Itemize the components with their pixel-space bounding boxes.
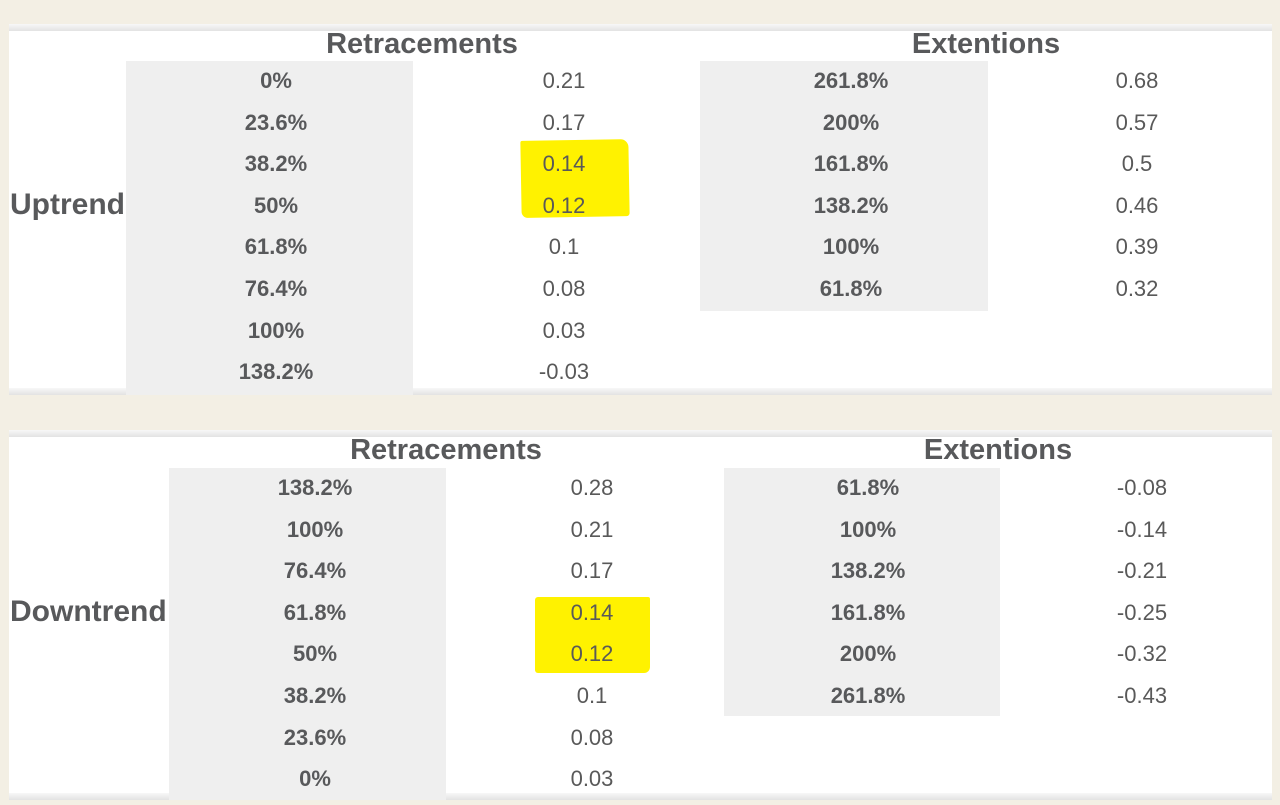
uptrend-label: Uptrend	[10, 188, 125, 221]
retracement-value-cell: 0.14	[570, 599, 614, 625]
uptrend-extension-level-column	[700, 61, 988, 311]
extension-level-cell: 100%	[822, 234, 880, 260]
retracement-level-cell: 61.8%	[244, 234, 308, 260]
retracement-value-cell: 0.17	[570, 558, 614, 584]
retracement-level-cell: 100%	[286, 516, 344, 542]
retracement-value-cell: 0.08	[542, 276, 586, 301]
retracement-value-cell: 0.03	[542, 317, 586, 343]
retracement-value-cell: 0.12	[542, 192, 586, 218]
retracement-level-cell: 38.2%	[244, 151, 308, 177]
downtrend-extensions-header: Extentions	[923, 434, 1073, 466]
extension-value-cell: 0.32	[1115, 276, 1159, 301]
retracement-level-cell: 38.2%	[283, 683, 347, 708]
extension-value-cell: -0.32	[1116, 641, 1168, 667]
extension-level-cell: 261.8%	[813, 68, 889, 93]
retracement-level-cell: 0%	[260, 68, 292, 93]
extension-level-cell: 200%	[822, 109, 880, 135]
extension-value-cell: -0.14	[1116, 516, 1168, 542]
retracement-value-cell: 0.21	[570, 516, 614, 542]
downtrend-panel: Retracements Extentions Downtrend 138.2%…	[9, 430, 1272, 800]
retracement-value-cell: 0.17	[542, 109, 586, 135]
retracement-value-cell: 0.1	[548, 234, 580, 260]
extension-value-cell: -0.43	[1116, 683, 1168, 708]
retracement-level-cell: 76.4%	[244, 276, 308, 301]
retracement-value-cell: 0.21	[542, 68, 586, 93]
retracement-value-cell: 0.14	[542, 151, 586, 177]
retracement-level-cell: 138.2%	[238, 359, 314, 385]
extension-level-cell: 200%	[839, 641, 897, 667]
retracement-level-cell: 50%	[292, 641, 338, 667]
extension-value-cell: 0.57	[1115, 109, 1159, 135]
extension-level-cell: 61.8%	[819, 276, 883, 301]
extension-level-cell: 161.8%	[830, 599, 906, 625]
retracement-value-cell: 0.08	[570, 724, 614, 750]
extension-value-cell: -0.25	[1116, 599, 1168, 625]
downtrend-highlight-marker	[535, 597, 650, 673]
retracement-level-cell: 0%	[299, 766, 331, 792]
retracement-level-cell: 23.6%	[244, 109, 308, 135]
retracement-value-cell: 0.03	[570, 766, 614, 792]
extension-value-cell: -0.21	[1116, 558, 1168, 584]
panel-top-edge	[9, 430, 1272, 437]
panel-top-edge	[9, 24, 1272, 31]
extension-value-cell: 0.68	[1115, 68, 1159, 93]
extension-level-cell: 261.8%	[830, 683, 906, 708]
retracement-level-cell: 100%	[247, 317, 305, 343]
extension-level-cell: 138.2%	[813, 192, 889, 218]
extension-value-cell: 0.46	[1115, 192, 1159, 218]
downtrend-retracements-header: Retracements	[350, 434, 542, 466]
uptrend-extensions-header: Extentions	[911, 28, 1061, 60]
downtrend-retracement-level-column	[169, 468, 446, 800]
retracement-level-cell: 61.8%	[283, 599, 347, 625]
extension-level-cell: 100%	[839, 516, 897, 542]
extension-level-cell: 61.8%	[836, 475, 900, 500]
retracement-level-cell: 50%	[253, 192, 299, 218]
retracement-value-cell: 0.12	[570, 641, 614, 667]
retracement-value-cell: 0.1	[576, 683, 608, 708]
uptrend-retracements-header: Retracements	[326, 28, 518, 60]
retracement-value-cell: 0.28	[570, 475, 614, 500]
extension-value-cell: -0.08	[1116, 475, 1168, 500]
uptrend-retracement-level-column	[126, 61, 413, 395]
downtrend-label: Downtrend	[10, 595, 167, 628]
retracement-level-cell: 138.2%	[277, 475, 353, 500]
downtrend-extension-level-column	[724, 468, 1000, 716]
extension-level-cell: 138.2%	[830, 558, 906, 584]
retracement-level-cell: 76.4%	[283, 558, 347, 584]
uptrend-panel: Retracements Extentions Uptrend 0% 23.6% 3…	[9, 24, 1272, 395]
panel-bottom-edge	[9, 793, 1272, 800]
panel-bottom-edge	[9, 388, 1272, 395]
extension-value-cell: 0.5	[1121, 151, 1153, 177]
extension-level-cell: 161.8%	[813, 151, 889, 177]
retracement-value-cell: -0.03	[538, 359, 590, 385]
extension-value-cell: 0.39	[1115, 234, 1159, 260]
retracement-level-cell: 23.6%	[283, 724, 347, 750]
